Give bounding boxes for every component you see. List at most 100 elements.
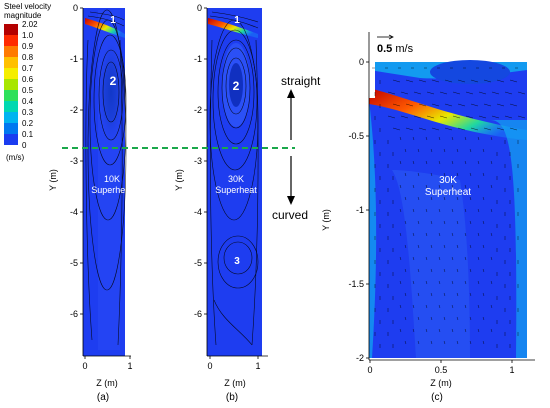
velocity-vector <box>443 172 446 177</box>
x-tick-label: 1 <box>255 361 260 371</box>
velocity-vector <box>412 304 415 309</box>
velocity-vector <box>456 172 459 177</box>
velocity-vector <box>425 328 428 333</box>
y-tick-label: 0 <box>197 3 202 13</box>
legend-level-label: 0.3 <box>22 108 34 117</box>
velocity-vector <box>405 127 414 131</box>
velocity-vector <box>425 280 428 285</box>
velocity-vector <box>412 136 415 141</box>
velocity-vector <box>425 160 428 165</box>
velocity-vector <box>477 208 480 213</box>
velocity-vector <box>430 292 433 297</box>
scale-unit: m/s <box>392 43 413 55</box>
legend-level-label: 0.1 <box>22 130 34 139</box>
legend-level-label: 0.8 <box>22 53 34 62</box>
velocity-vector <box>399 280 402 285</box>
velocity-vector <box>464 208 467 213</box>
velocity-vector <box>464 136 467 141</box>
velocity-vector <box>404 340 407 345</box>
x-tick-label: 1 <box>509 365 514 375</box>
velocity-vector <box>469 244 472 249</box>
velocity-vector <box>430 244 433 249</box>
velocity-vector <box>464 304 467 309</box>
velocity-vector <box>444 127 453 131</box>
velocity-vector <box>443 148 446 153</box>
velocity-vector <box>490 256 493 261</box>
x-tick-label: 0 <box>82 361 87 371</box>
arrow-down-icon <box>287 196 295 205</box>
velocity-vector <box>457 103 466 107</box>
panel-c-caption: (c) <box>431 392 443 403</box>
velocity-vector <box>425 136 428 141</box>
velocity-vector <box>482 196 485 201</box>
velocity-vector <box>399 232 402 237</box>
velocity-vector <box>404 292 407 297</box>
velocity-vector <box>412 208 415 213</box>
velocity-vector <box>509 79 518 83</box>
velocity-vector <box>399 208 402 213</box>
velocity-vector <box>477 280 480 285</box>
panel-b-y-label: Y (m) <box>174 169 184 191</box>
velocity-vector <box>464 232 467 237</box>
y-tick-label: -5 <box>70 258 78 268</box>
velocity-vector <box>392 79 401 83</box>
velocity-vector <box>504 115 513 119</box>
panel-a-streamlines <box>85 9 127 346</box>
legend-level-label: 0.4 <box>22 97 34 106</box>
panel-c-velocity-vectors <box>372 67 526 348</box>
velocity-vector <box>504 91 513 95</box>
velocity-vector <box>457 79 466 83</box>
velocity-vector <box>387 115 396 119</box>
panel-a-x-label: Z (m) <box>96 378 118 388</box>
velocity-vector <box>430 172 433 177</box>
velocity-vector <box>404 244 407 249</box>
legend-swatch <box>4 79 18 90</box>
velocity-vector <box>509 127 518 131</box>
velocity-vector <box>399 328 402 333</box>
velocity-vector <box>438 328 441 333</box>
velocity-vector <box>430 316 433 321</box>
velocity-vector <box>465 115 474 119</box>
panel-b-jet <box>208 18 258 38</box>
legend-level-label: 0 <box>22 141 27 150</box>
velocity-vector <box>430 220 433 225</box>
legend-swatch <box>4 57 18 68</box>
velocity-vector <box>412 256 415 261</box>
panel-b-superheat-line1: 30K <box>228 174 244 184</box>
y-tick-label: -3 <box>70 156 78 166</box>
velocity-vector <box>451 304 454 309</box>
velocity-vector <box>430 340 433 345</box>
velocity-vector <box>477 232 480 237</box>
velocity-vector <box>482 148 485 153</box>
velocity-vector <box>483 79 492 83</box>
velocity-vector <box>464 160 467 165</box>
velocity-vector <box>482 292 485 297</box>
legend-swatch <box>4 24 18 35</box>
panel-c-y-ticks: 0 -0.5 -1 -1.5 -2 <box>348 57 369 363</box>
svg-text:0.5 m/s: 0.5 m/s <box>377 43 414 55</box>
curved-label: curved <box>272 208 308 222</box>
y-tick-label: -6 <box>194 309 202 319</box>
legend-level-label: 0.9 <box>22 42 34 51</box>
velocity-vector <box>451 208 454 213</box>
velocity-vector <box>417 292 420 297</box>
velocity-vector <box>399 160 402 165</box>
legend-swatch <box>4 134 18 145</box>
legend-swatch <box>4 46 18 57</box>
legend-swatch <box>4 123 18 134</box>
panel-a-marker-2: 2 <box>110 74 117 88</box>
x-tick-label: 0 <box>207 361 212 371</box>
velocity-vector <box>496 79 505 83</box>
y-tick-label: 0 <box>73 3 78 13</box>
legend-labels: 2.02 1.0 0.9 0.8 0.7 0.6 0.5 0.4 0.3 0.2 0.1 0 <box>22 20 38 150</box>
panel-b-streamlines <box>209 11 259 346</box>
legend-level-label: 0.7 <box>22 64 34 73</box>
velocity-vector <box>438 256 441 261</box>
velocity-vector <box>418 103 427 107</box>
legend-level-label: 0.2 <box>22 119 34 128</box>
velocity-vector <box>456 220 459 225</box>
velocity-vector <box>456 316 459 321</box>
velocity-vector <box>417 340 420 345</box>
velocity-vector <box>452 91 461 95</box>
panel-b-vortex <box>229 63 243 107</box>
